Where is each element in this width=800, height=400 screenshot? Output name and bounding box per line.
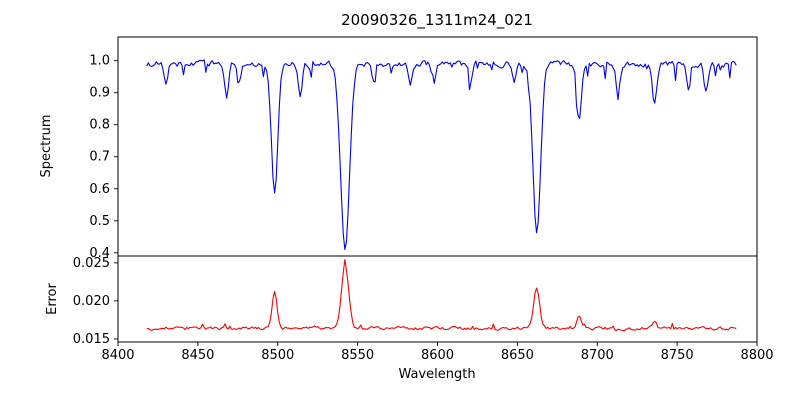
x-tick-label: 8550 <box>341 348 374 363</box>
x-tick-label: 8400 <box>101 348 134 363</box>
y-axis-label-spectrum: Spectrum <box>39 115 54 178</box>
x-tick-label: 8750 <box>661 348 694 363</box>
y-tick-label: 0.015 <box>73 332 110 347</box>
x-tick-label: 8700 <box>581 348 614 363</box>
y-tick-label: 0.9 <box>89 86 110 101</box>
spectrum-line <box>146 59 737 250</box>
x-tick-label: 8450 <box>181 348 214 363</box>
y-tick-label: 1.0 <box>89 54 110 69</box>
plot-title: 20090326_1311m24_021 <box>341 11 533 30</box>
y-tick-label: 0.4 <box>89 246 110 261</box>
x-axis-label: Wavelength <box>398 367 475 382</box>
y-tick-label: 0.7 <box>89 150 110 165</box>
y-tick-label: 0.6 <box>89 182 110 197</box>
x-tick-label: 8600 <box>421 348 454 363</box>
x-tick-label: 8500 <box>261 348 294 363</box>
subplot-frame-spectrum <box>117 36 758 257</box>
y-tick-label: 0.5 <box>89 214 110 229</box>
plot-dynamic-content: 8400 8450 8500 8550 8600 8650 8700 8750 88000.40… <box>73 36 774 363</box>
y-tick-label: 0.025 <box>73 256 110 271</box>
subplot-frame-error <box>117 255 758 343</box>
y-axis-label-error: Error <box>45 283 60 315</box>
y-tick-label: 0.8 <box>89 118 110 133</box>
y-tick-label: 0.020 <box>73 294 110 309</box>
x-tick-label: 8650 <box>501 348 534 363</box>
error-line <box>146 259 737 332</box>
x-tick-label: 8800 <box>740 348 773 363</box>
